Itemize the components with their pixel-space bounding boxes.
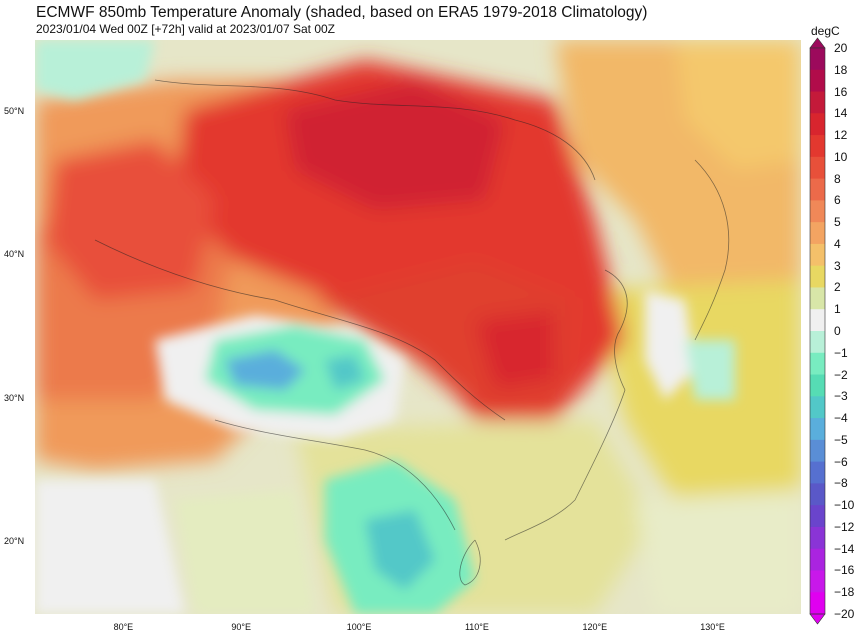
- colorbar-swatch: [810, 505, 825, 528]
- colorbar-tick-label: −8: [834, 476, 848, 491]
- colorbar-unit: degC: [811, 24, 840, 38]
- colorbar-tick-label: −2: [834, 367, 848, 382]
- colorbar-tick-label: −6: [834, 454, 848, 469]
- colorbar-swatch: [810, 483, 825, 506]
- lat-label: 50°N: [4, 105, 25, 116]
- colorbar-tick-label: 20: [834, 41, 848, 55]
- colorbar-swatch: [810, 331, 825, 354]
- colorbar-tick-label: −16: [834, 563, 855, 578]
- colorbar-tick-label: 6: [834, 193, 841, 208]
- lat-label: 30°N: [4, 392, 25, 403]
- anomaly-field: [35, 40, 801, 614]
- colorbar-tick-label: 14: [834, 106, 848, 121]
- colorbar: [809, 37, 826, 625]
- colorbar-tick-label: −20: [834, 607, 855, 621]
- lat-label: 20°N: [4, 536, 25, 547]
- colorbar-tick-label: 12: [834, 128, 848, 143]
- colorbar-swatch: [810, 265, 825, 288]
- colorbar-swatch: [810, 352, 825, 376]
- colorbar-swatch: [810, 309, 825, 332]
- colorbar-tick-label: 16: [834, 84, 848, 99]
- colorbar-swatch: [810, 178, 825, 201]
- lon-label: 110°E: [464, 622, 489, 632]
- colorbar-tick-label: 1: [834, 302, 841, 317]
- colorbar-tick-label: −12: [834, 519, 855, 534]
- colorbar-swatch: [810, 113, 825, 136]
- colorbar-tick-label: −10: [834, 498, 855, 513]
- lon-label: 130°E: [700, 622, 725, 632]
- colorbar-swatch: [810, 461, 825, 484]
- colorbar-swatch: [810, 439, 825, 463]
- colorbar-tick-label: −3: [834, 389, 848, 404]
- colorbar-swatch: [810, 526, 825, 550]
- colorbar-tick-label: 4: [834, 236, 841, 251]
- colorbar-tick-label: −4: [834, 411, 848, 426]
- colorbar-swatch: [810, 287, 825, 310]
- colorbar-swatch: [810, 135, 825, 158]
- colorbar-min-extend: [809, 613, 826, 625]
- colorbar-swatch: [810, 570, 825, 593]
- colorbar-swatch: [810, 374, 825, 397]
- colorbar-swatch: [810, 91, 825, 114]
- colorbar-max-extend: [809, 37, 826, 49]
- colorbar-swatch: [810, 156, 825, 180]
- colorbar-tick-label: −18: [834, 585, 855, 600]
- map-title: ECMWF 850mb Temperature Anomaly (shaded,…: [36, 4, 648, 21]
- colorbar-tick-label: 8: [834, 171, 841, 186]
- colorbar-tick-label: −1: [834, 345, 848, 360]
- colorbar-swatch: [810, 222, 825, 245]
- map-area: [35, 40, 801, 614]
- colorbar-tick-label: 10: [834, 149, 848, 164]
- colorbar-tick-label: 18: [834, 62, 848, 77]
- colorbar-swatch: [810, 418, 825, 441]
- colorbar-swatch: [810, 396, 825, 419]
- map-subtitle: 2023/01/04 Wed 00Z [+72h] valid at 2023/…: [36, 22, 335, 36]
- colorbar-outline: [809, 47, 826, 615]
- colorbar-tick-label: −14: [834, 541, 855, 556]
- colorbar-swatch: [810, 48, 825, 71]
- lon-label: 90°E: [231, 622, 252, 632]
- colorbar-tick-label: 5: [834, 215, 841, 230]
- lon-label: 80°E: [113, 622, 134, 632]
- colorbar-swatch: [810, 592, 825, 615]
- lon-label: 100°E: [346, 622, 372, 632]
- colorbar-tick-label: 3: [834, 258, 841, 273]
- colorbar-tick-label: 2: [834, 280, 841, 295]
- colorbar-tick-label: 0: [834, 324, 841, 338]
- colorbar-swatch: [810, 548, 825, 571]
- lon-label: 120°E: [582, 622, 608, 632]
- lat-label: 40°N: [4, 249, 25, 260]
- colorbar-tick-label: −5: [834, 432, 848, 447]
- colorbar-swatch: [810, 200, 825, 223]
- colorbar-swatch: [810, 69, 825, 93]
- colorbar-swatch: [810, 243, 825, 267]
